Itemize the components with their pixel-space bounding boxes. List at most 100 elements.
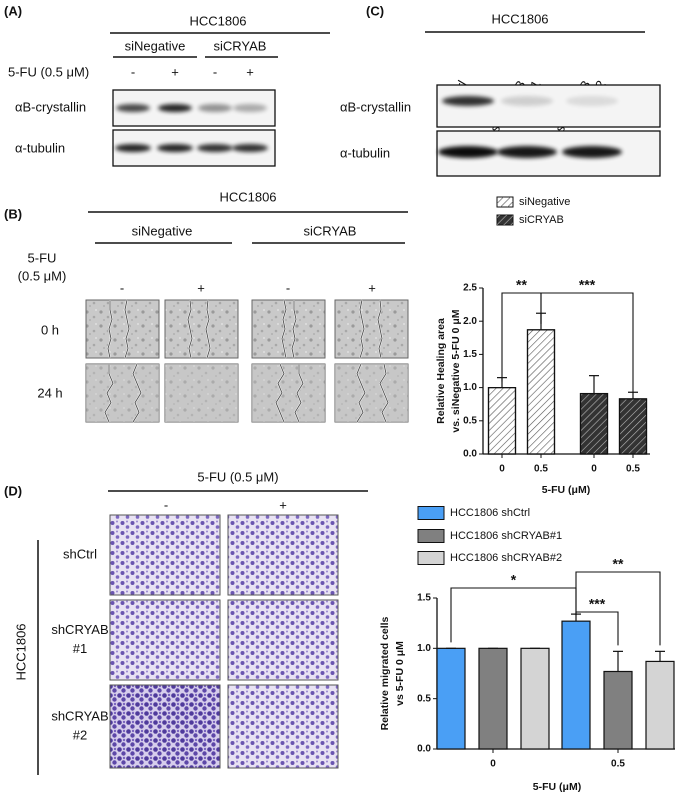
legend-hatch [497, 215, 513, 225]
wound-edge [294, 364, 304, 423]
label: - [286, 280, 290, 295]
label: siCRYAB [214, 38, 267, 53]
y-axis-label: vs. siNegative 5-FU 0 μM [450, 309, 462, 432]
micrograph [85, 299, 160, 359]
blot [436, 84, 661, 128]
bar [645, 660, 675, 750]
wound-edge [359, 299, 365, 359]
label: (D) [4, 483, 22, 498]
y-tick-label: 1.0 [417, 643, 431, 654]
annotation: * [511, 572, 517, 588]
band [497, 146, 557, 158]
x-tick-label: 0 [499, 464, 505, 475]
label: HCC1806 [491, 11, 548, 26]
label: 24 h [37, 385, 62, 400]
x-tick-label: 0.5 [611, 759, 625, 770]
label: + [197, 280, 205, 295]
y-tick-label: 0.5 [463, 415, 477, 426]
micrograph-texture [252, 364, 325, 422]
x-tick-label: 0.5 [534, 464, 548, 475]
label: αB-crystallin [340, 99, 411, 114]
wound-edge [132, 363, 142, 423]
wound-edge [356, 363, 366, 423]
y-tick-label: 0.0 [417, 744, 431, 755]
label: siNegative [132, 223, 193, 238]
legend-label: siCRYAB [519, 214, 564, 226]
band [157, 144, 193, 152]
band [562, 146, 622, 158]
label: 5-FU (0.5 μM) [197, 469, 278, 484]
band [197, 144, 233, 152]
label: siNegative [125, 38, 186, 53]
wound-edge [187, 299, 193, 359]
label: 0 h [41, 322, 59, 337]
label: + [171, 64, 179, 79]
y-tick-label: 0.0 [463, 449, 477, 460]
y-axis-label: Relative migrated cells [379, 616, 391, 730]
y-tick-label: 1.5 [463, 349, 477, 360]
wound-edge [124, 299, 130, 359]
micrograph [109, 684, 221, 769]
bar-hatch [579, 392, 609, 455]
band [566, 96, 618, 106]
x-tick-label: 0.5 [626, 464, 640, 475]
bar-hatch [618, 398, 648, 455]
label: - [120, 280, 124, 295]
label: HCC1806 [189, 13, 246, 28]
wound-edge [291, 300, 297, 359]
bar [520, 647, 550, 750]
legend-swatch [417, 506, 445, 520]
wound-edge [377, 299, 383, 359]
label: #1 [73, 641, 87, 656]
bar-hatch [487, 387, 517, 455]
y-tick-label: 1.5 [417, 593, 431, 604]
label: HCC1806 [13, 623, 28, 680]
band [115, 144, 151, 152]
band [198, 104, 232, 112]
label: siCRYAB [304, 223, 357, 238]
label: + [279, 497, 287, 512]
micrograph [227, 599, 339, 681]
micrograph [227, 514, 339, 596]
label: α-tubulin [15, 140, 65, 155]
band [501, 96, 553, 106]
label: (B) [4, 206, 22, 221]
label: (C) [366, 3, 384, 18]
micrograph-texture [335, 364, 408, 422]
label: - [164, 497, 168, 512]
micrograph [334, 299, 409, 359]
y-axis-label: Relative Healing area [435, 318, 447, 424]
y-tick-label: 2.5 [463, 283, 477, 294]
label: αB-crystallin [15, 99, 86, 114]
label: shCRYAB [51, 622, 108, 637]
legend-hatch [497, 197, 513, 207]
legend-label: HCC1806 shCRYAB#1 [450, 530, 562, 542]
micrograph-texture [86, 364, 159, 422]
label: + [246, 64, 254, 79]
wound-edge [379, 363, 389, 423]
micrograph [164, 299, 239, 359]
label: 5-FU (0.5 μM) [8, 64, 89, 79]
label: (A) [4, 3, 22, 18]
band [233, 104, 267, 112]
legend-swatch [417, 529, 445, 543]
band [116, 104, 150, 112]
label: + [368, 280, 376, 295]
band [158, 104, 192, 112]
bar [561, 620, 591, 750]
micrograph [227, 684, 339, 769]
legend-label: HCC1806 shCtrl [450, 507, 530, 519]
legend-label: HCC1806 shCRYAB#2 [450, 552, 562, 564]
label: shCRYAB [51, 708, 108, 723]
bar [478, 647, 508, 750]
x-axis-label: 5-FU (μM) [542, 484, 590, 496]
band [232, 144, 268, 152]
label: - [131, 64, 135, 79]
micrograph [109, 514, 221, 596]
label: #2 [73, 727, 87, 742]
y-tick-label: 0.5 [417, 693, 431, 704]
annotation: *** [579, 277, 596, 293]
label: - [213, 64, 217, 79]
y-tick-label: 1.0 [463, 382, 477, 393]
